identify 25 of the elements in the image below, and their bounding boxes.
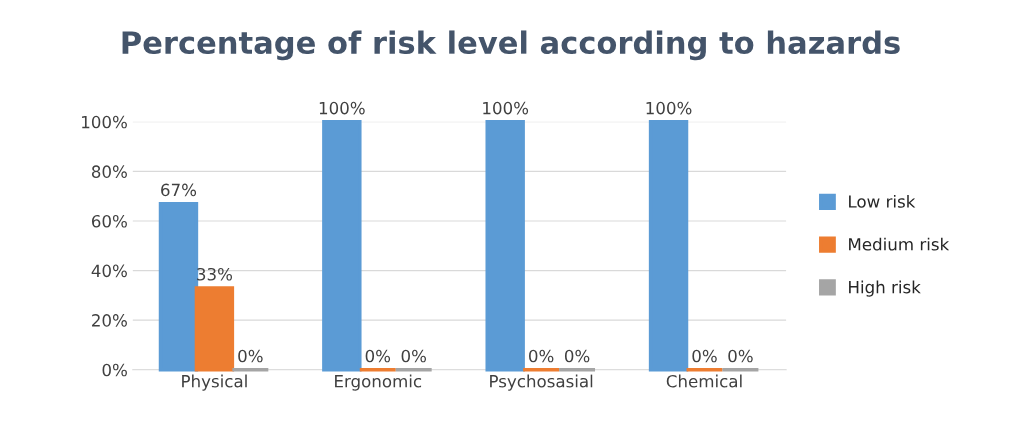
x-tick-label: Ergonomic — [335, 374, 422, 391]
y-tick-label: 60% — [91, 214, 127, 228]
data-label: 100% — [319, 101, 365, 115]
y-tick-label: 20% — [92, 314, 127, 327]
data-label: 0% — [692, 349, 717, 363]
data-label: 0% — [529, 349, 554, 363]
data-label: 0% — [238, 349, 263, 363]
y-tick-label: 0% — [102, 363, 127, 377]
legend-label: Low risk — [849, 194, 916, 208]
x-tick-label: Chemical — [666, 374, 742, 388]
legend-label: Medium risk — [849, 237, 950, 251]
x-tick-label: Physical — [182, 374, 247, 391]
data-label: 0% — [401, 349, 427, 363]
y-tick-label: 80% — [91, 165, 127, 178]
x-tick-label: Psychosasial — [490, 374, 593, 391]
data-label: 67% — [161, 183, 197, 197]
chart-title: Percentage of risk level according to hazards — [122, 30, 900, 61]
data-label: 100% — [483, 101, 529, 115]
data-label: 0% — [365, 349, 391, 363]
data-label: 100% — [646, 101, 692, 115]
y-tick-label: 100% — [82, 115, 127, 129]
y-tick-label: 40% — [91, 264, 127, 278]
legend-label: High risk — [849, 280, 921, 297]
data-label: 0% — [564, 349, 590, 363]
data-label: 0% — [728, 349, 753, 363]
